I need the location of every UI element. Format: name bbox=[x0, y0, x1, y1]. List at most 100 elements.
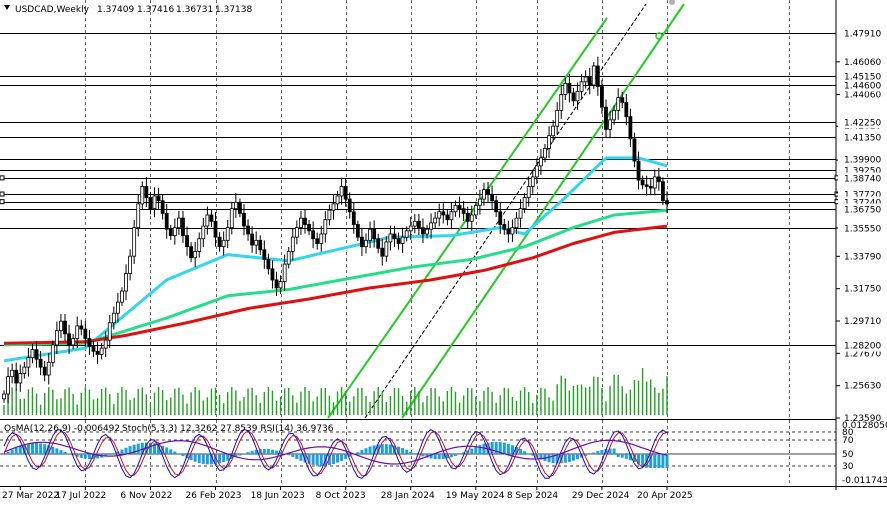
candle-body bbox=[202, 226, 205, 239]
osma-bar bbox=[454, 454, 457, 456]
candle-body bbox=[218, 237, 221, 247]
candle-body bbox=[360, 237, 363, 247]
candle-body bbox=[186, 236, 189, 247]
candle-body bbox=[210, 215, 213, 221]
level-tag-label: 1.35550 bbox=[844, 225, 881, 235]
candle-body bbox=[369, 229, 372, 240]
osma-bar bbox=[31, 443, 34, 454]
candle-body bbox=[214, 221, 217, 237]
indicator-tick-label: 50 bbox=[842, 450, 854, 460]
osma-bar bbox=[369, 447, 372, 454]
price-tick-label: 1.31750 bbox=[844, 285, 881, 295]
osma-bar bbox=[474, 447, 477, 454]
osma-bar bbox=[625, 454, 628, 459]
candle-body bbox=[88, 339, 91, 347]
price-tick-label: 1.29710 bbox=[844, 317, 881, 327]
osma-bar bbox=[576, 454, 579, 459]
price-tick-label: 1.23590 bbox=[844, 414, 881, 424]
candle-body bbox=[523, 198, 526, 209]
osma-bar bbox=[413, 453, 416, 454]
candle-body bbox=[491, 194, 494, 200]
osma-bar bbox=[251, 451, 254, 454]
osma-bar bbox=[421, 454, 424, 456]
indicator-tick-label: -0.011743 bbox=[842, 476, 887, 486]
osma-bar bbox=[519, 449, 522, 454]
osma-bar bbox=[299, 454, 302, 461]
osma-bar bbox=[613, 449, 616, 454]
candle-body bbox=[609, 120, 612, 130]
candle-body bbox=[177, 218, 180, 228]
candle-body bbox=[381, 248, 384, 256]
osma-bar bbox=[401, 448, 404, 454]
candle-body bbox=[389, 234, 392, 242]
osma-bar bbox=[653, 454, 656, 468]
candle-body bbox=[401, 237, 404, 243]
candle-body bbox=[613, 110, 616, 120]
candle-body bbox=[572, 93, 575, 101]
osma-bar bbox=[344, 454, 347, 459]
candle-body bbox=[495, 201, 498, 212]
candle-body bbox=[344, 186, 347, 199]
ohlc-low: 1.36731 bbox=[176, 5, 213, 15]
candle-body bbox=[417, 221, 420, 227]
osma-bar bbox=[617, 454, 620, 457]
candle-body bbox=[19, 373, 22, 383]
candle-body bbox=[64, 321, 67, 334]
candle-body bbox=[332, 204, 335, 210]
candle-body bbox=[161, 201, 164, 214]
candle-body bbox=[104, 340, 107, 348]
osma-bar bbox=[194, 454, 197, 462]
osma-bar bbox=[295, 454, 298, 459]
candle-body bbox=[580, 82, 583, 92]
candle-body bbox=[515, 218, 518, 228]
candle-body bbox=[3, 394, 6, 399]
level-tag-label: 1.28200 bbox=[844, 342, 881, 352]
osma-bar bbox=[181, 454, 184, 456]
osma-bar bbox=[527, 453, 530, 454]
candle-body bbox=[458, 205, 461, 208]
level-tag-label: 1.36750 bbox=[844, 206, 881, 216]
candle-body bbox=[153, 196, 156, 209]
candle-body bbox=[507, 229, 510, 234]
candle-body bbox=[568, 83, 571, 93]
osma-bar bbox=[478, 445, 481, 454]
candle-body bbox=[478, 199, 481, 205]
osma-bar bbox=[568, 454, 571, 462]
osma-bar bbox=[35, 443, 38, 454]
ohlc-open: 1.37409 bbox=[97, 5, 134, 15]
candle-body bbox=[666, 201, 669, 204]
candle-body bbox=[336, 196, 339, 204]
osma-bar bbox=[218, 454, 221, 463]
candle-body bbox=[39, 359, 42, 367]
osma-bar bbox=[503, 443, 506, 454]
candle-body bbox=[600, 87, 603, 108]
date-label: 29 Dec 2024 bbox=[572, 491, 630, 501]
candle-body bbox=[466, 213, 469, 221]
level-tag-label: 1.39900 bbox=[844, 156, 881, 166]
osma-bar bbox=[51, 447, 54, 454]
candle-body bbox=[617, 98, 620, 111]
candle-body bbox=[531, 177, 534, 187]
candle-body bbox=[653, 177, 656, 188]
level-marker bbox=[0, 176, 4, 180]
osma-bar bbox=[596, 451, 599, 454]
candle-body bbox=[96, 351, 99, 354]
candle-body bbox=[31, 350, 34, 358]
ohlc-close: 1.37138 bbox=[215, 5, 252, 15]
candle-body bbox=[316, 239, 319, 244]
osma-bar bbox=[39, 443, 42, 454]
indicator-tick-label: 70 bbox=[842, 436, 854, 446]
candle-body bbox=[55, 331, 58, 345]
osma-bar bbox=[55, 448, 58, 454]
candle-body bbox=[588, 77, 591, 85]
price-tick-label: 1.46060 bbox=[844, 58, 881, 68]
candle-body bbox=[535, 166, 538, 177]
osma-bar bbox=[271, 450, 274, 454]
osma-bar bbox=[600, 450, 603, 454]
candle-body bbox=[584, 77, 587, 82]
osma-bar bbox=[287, 454, 290, 455]
osma-bar bbox=[291, 454, 294, 457]
osma-bar bbox=[7, 452, 10, 454]
candle-body bbox=[645, 185, 648, 187]
